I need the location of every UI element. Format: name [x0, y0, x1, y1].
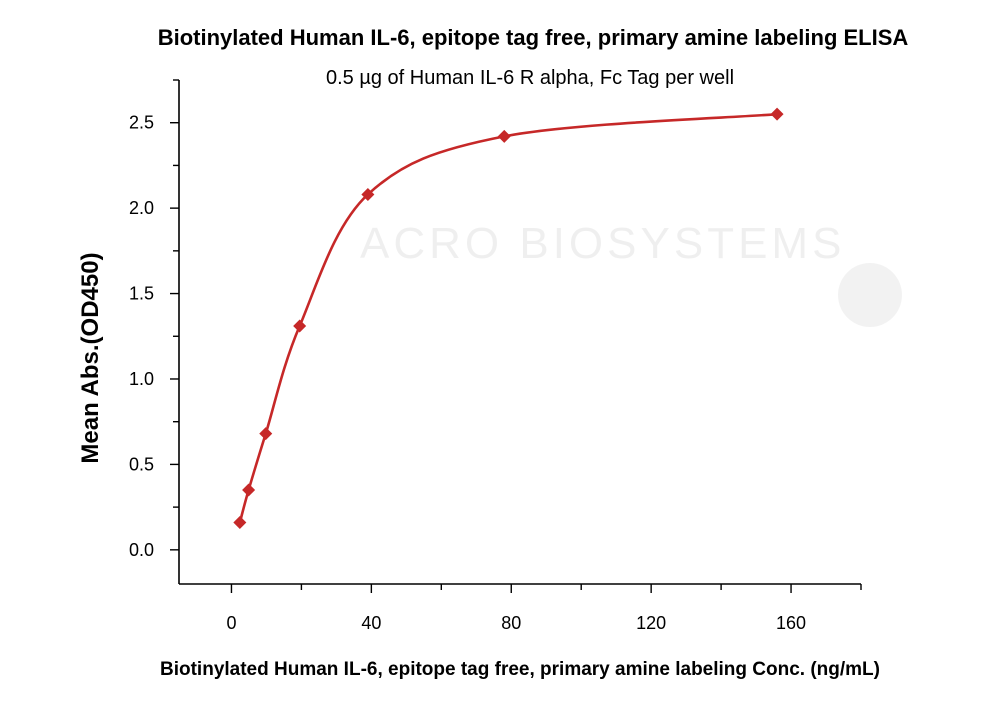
x-tick-label: 0	[226, 613, 236, 633]
ticks: 0 40 80 120 160 0.0 0.5 1.0 1.5 2.0 2.5	[129, 79, 862, 633]
x-axis-label: Biotinylated Human IL-6, epitope tag fre…	[160, 659, 880, 680]
x-tick-label: 40	[361, 613, 381, 633]
axes	[178, 80, 861, 585]
fit-curve	[238, 112, 778, 523]
data-point	[497, 129, 511, 143]
x-tick-label: 160	[776, 613, 806, 633]
y-tick-label: 2.5	[129, 113, 154, 133]
data-point	[259, 427, 273, 441]
x-tick-label: 80	[501, 613, 521, 633]
data-point	[361, 187, 375, 201]
fit-curve-group	[238, 112, 778, 523]
y-tick-label: 1.0	[129, 369, 154, 389]
y-tick-label: 1.5	[129, 284, 154, 304]
data-point	[293, 319, 307, 333]
chart-subtitle: 0.5 µg of Human IL-6 R alpha, Fc Tag per…	[326, 67, 734, 89]
data-point	[242, 483, 256, 497]
watermark: ACRO BIOSYSTEMS	[360, 219, 902, 327]
watermark-text: ACRO BIOSYSTEMS	[360, 219, 845, 268]
data-points	[233, 107, 784, 529]
watermark-dot	[838, 263, 902, 327]
data-point	[233, 515, 247, 529]
data-point	[770, 107, 784, 121]
chart-title: Biotinylated Human IL-6, epitope tag fre…	[158, 25, 909, 50]
y-axis-label: Mean Abs.(OD450)	[77, 252, 104, 463]
y-tick-label: 0.5	[129, 454, 154, 474]
y-tick-label: 0.0	[129, 540, 154, 560]
x-tick-label: 120	[636, 613, 666, 633]
y-tick-label: 2.0	[129, 198, 154, 218]
